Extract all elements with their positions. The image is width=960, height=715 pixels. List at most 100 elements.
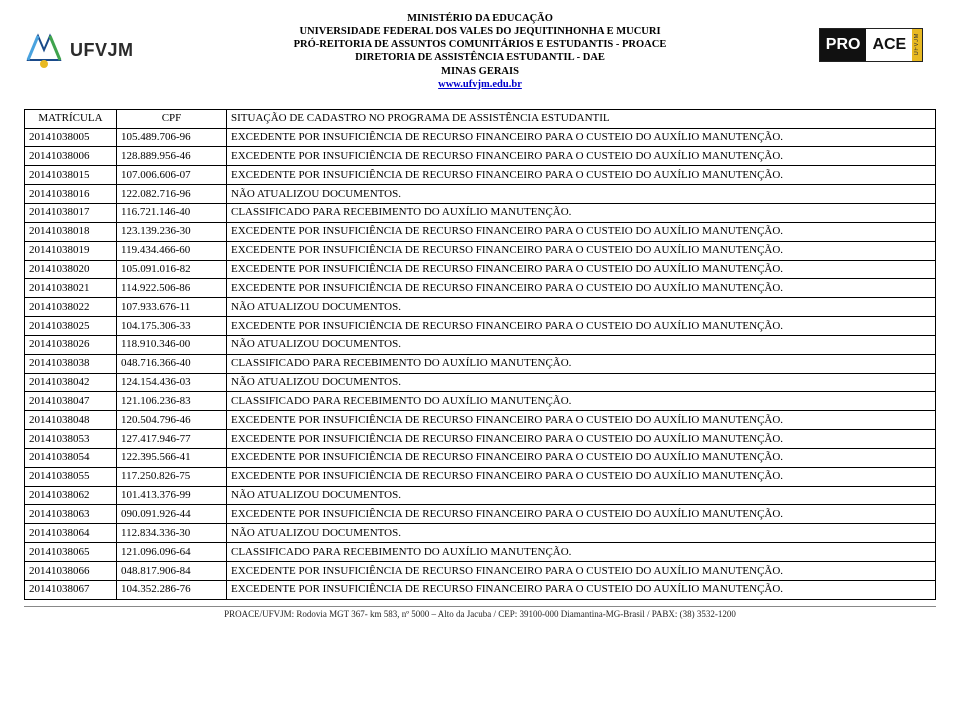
cell-matricula: 20141038016 <box>25 185 117 204</box>
cell-matricula: 20141038025 <box>25 317 117 336</box>
cell-cpf: 104.352.286-76 <box>117 580 227 599</box>
status-table: MATRÍCULA CPF SITUAÇÃO DE CADASTRO NO PR… <box>24 109 936 600</box>
table-row: 20141038066048.817.906-84EXCEDENTE POR I… <box>25 562 936 581</box>
cell-matricula: 20141038038 <box>25 354 117 373</box>
cell-situacao: EXCEDENTE POR INSUFICIÊNCIA DE RECURSO F… <box>227 562 936 581</box>
cell-matricula: 20141038018 <box>25 222 117 241</box>
col-header-situacao: SITUAÇÃO DE CADASTRO NO PROGRAMA DE ASSI… <box>227 109 936 128</box>
table-row: 20141038053127.417.946-77EXCEDENTE POR I… <box>25 430 936 449</box>
table-row: 20141038038048.716.366-40CLASSIFICADO PA… <box>25 354 936 373</box>
cell-cpf: 107.933.676-11 <box>117 298 227 317</box>
cell-cpf: 122.395.566-41 <box>117 448 227 467</box>
cell-cpf: 101.413.376-99 <box>117 486 227 505</box>
table-row: 20141038063090.091.926-44EXCEDENTE POR I… <box>25 505 936 524</box>
table-row: 20141038015107.006.606-07EXCEDENTE POR I… <box>25 166 936 185</box>
cell-cpf: 048.817.906-84 <box>117 562 227 581</box>
cell-situacao: NÃO ATUALIZOU DOCUMENTOS. <box>227 524 936 543</box>
cell-cpf: 119.434.466-60 <box>117 241 227 260</box>
cell-cpf: 120.504.796-46 <box>117 411 227 430</box>
cell-matricula: 20141038047 <box>25 392 117 411</box>
cell-cpf: 123.139.236-30 <box>117 222 227 241</box>
footer-text: PROACE/UFVJM: Rodovia MGT 367- km 583, n… <box>224 609 736 619</box>
table-row: 20141038020105.091.016-82EXCEDENTE POR I… <box>25 260 936 279</box>
logo-ufvjm: UFVJM <box>24 20 154 80</box>
proace-pro: PRO <box>820 29 867 61</box>
cell-cpf: 117.250.826-75 <box>117 467 227 486</box>
cell-situacao: CLASSIFICADO PARA RECEBIMENTO DO AUXÍLIO… <box>227 392 936 411</box>
header-line-2: UNIVERSIDADE FEDERAL DOS VALES DO JEQUIT… <box>154 25 806 38</box>
cell-cpf: 107.006.606-07 <box>117 166 227 185</box>
table-row: 20141038065121.096.096-64CLASSIFICADO PA… <box>25 543 936 562</box>
cell-situacao: EXCEDENTE POR INSUFICIÊNCIA DE RECURSO F… <box>227 505 936 524</box>
cell-situacao: NÃO ATUALIZOU DOCUMENTOS. <box>227 335 936 354</box>
cell-situacao: EXCEDENTE POR INSUFICIÊNCIA DE RECURSO F… <box>227 580 936 599</box>
cell-matricula: 20141038063 <box>25 505 117 524</box>
col-header-cpf: CPF <box>117 109 227 128</box>
table-row: 20141038018123.139.236-30EXCEDENTE POR I… <box>25 222 936 241</box>
header-titles: MINISTÉRIO DA EDUCAÇÃO UNIVERSIDADE FEDE… <box>154 12 806 91</box>
cell-matricula: 20141038055 <box>25 467 117 486</box>
logo-proace: PRO ACE UFVJM <box>806 22 936 67</box>
cell-cpf: 121.106.236-83 <box>117 392 227 411</box>
cell-cpf: 104.175.306-33 <box>117 317 227 336</box>
cell-matricula: 20141038005 <box>25 128 117 147</box>
proace-ace: ACE <box>866 29 912 61</box>
cell-situacao: NÃO ATUALIZOU DOCUMENTOS. <box>227 185 936 204</box>
header-line-1: MINISTÉRIO DA EDUCAÇÃO <box>154 12 806 25</box>
cell-matricula: 20141038015 <box>25 166 117 185</box>
cell-cpf: 114.922.506-86 <box>117 279 227 298</box>
proace-bar: UFVJM <box>912 29 922 61</box>
header-link[interactable]: www.ufvjm.edu.br <box>438 79 522 90</box>
col-header-matricula: MATRÍCULA <box>25 109 117 128</box>
cell-situacao: EXCEDENTE POR INSUFICIÊNCIA DE RECURSO F… <box>227 430 936 449</box>
cell-matricula: 20141038026 <box>25 335 117 354</box>
cell-cpf: 127.417.946-77 <box>117 430 227 449</box>
cell-cpf: 124.154.436-03 <box>117 373 227 392</box>
cell-matricula: 20141038048 <box>25 411 117 430</box>
header-line-5: MINAS GERAIS <box>154 65 806 78</box>
cell-matricula: 20141038006 <box>25 147 117 166</box>
cell-cpf: 112.834.336-30 <box>117 524 227 543</box>
table-row: 20141038062101.413.376-99NÃO ATUALIZOU D… <box>25 486 936 505</box>
cell-situacao: EXCEDENTE POR INSUFICIÊNCIA DE RECURSO F… <box>227 128 936 147</box>
table-row: 20141038005105.489.706-96EXCEDENTE POR I… <box>25 128 936 147</box>
cell-matricula: 20141038017 <box>25 203 117 222</box>
table-row: 20141038047121.106.236-83CLASSIFICADO PA… <box>25 392 936 411</box>
table-header-row: MATRÍCULA CPF SITUAÇÃO DE CADASTRO NO PR… <box>25 109 936 128</box>
header-line-3: PRÓ-REITORIA DE ASSUNTOS COMUNITÁRIOS E … <box>154 38 806 51</box>
cell-cpf: 122.082.716-96 <box>117 185 227 204</box>
logo-ufvjm-mark-icon <box>24 30 64 70</box>
cell-situacao: EXCEDENTE POR INSUFICIÊNCIA DE RECURSO F… <box>227 448 936 467</box>
cell-matricula: 20141038062 <box>25 486 117 505</box>
cell-situacao: EXCEDENTE POR INSUFICIÊNCIA DE RECURSO F… <box>227 166 936 185</box>
cell-matricula: 20141038065 <box>25 543 117 562</box>
table-row: 20141038006128.889.956-46EXCEDENTE POR I… <box>25 147 936 166</box>
table-row: 20141038054122.395.566-41EXCEDENTE POR I… <box>25 448 936 467</box>
cell-matricula: 20141038054 <box>25 448 117 467</box>
cell-cpf: 090.091.926-44 <box>117 505 227 524</box>
logo-ufvjm-text: UFVJM <box>70 40 134 61</box>
cell-situacao: NÃO ATUALIZOU DOCUMENTOS. <box>227 298 936 317</box>
cell-matricula: 20141038022 <box>25 298 117 317</box>
cell-cpf: 105.091.016-82 <box>117 260 227 279</box>
cell-situacao: EXCEDENTE POR INSUFICIÊNCIA DE RECURSO F… <box>227 241 936 260</box>
cell-situacao: NÃO ATUALIZOU DOCUMENTOS. <box>227 373 936 392</box>
cell-cpf: 116.721.146-40 <box>117 203 227 222</box>
cell-cpf: 105.489.706-96 <box>117 128 227 147</box>
cell-matricula: 20141038064 <box>25 524 117 543</box>
cell-situacao: NÃO ATUALIZOU DOCUMENTOS. <box>227 486 936 505</box>
cell-situacao: EXCEDENTE POR INSUFICIÊNCIA DE RECURSO F… <box>227 279 936 298</box>
cell-situacao: CLASSIFICADO PARA RECEBIMENTO DO AUXÍLIO… <box>227 354 936 373</box>
cell-matricula: 20141038042 <box>25 373 117 392</box>
page-footer: PROACE/UFVJM: Rodovia MGT 367- km 583, n… <box>24 606 936 619</box>
table-row: 20141038022107.933.676-11NÃO ATUALIZOU D… <box>25 298 936 317</box>
table-row: 20141038019119.434.466-60EXCEDENTE POR I… <box>25 241 936 260</box>
table-row: 20141038042124.154.436-03NÃO ATUALIZOU D… <box>25 373 936 392</box>
cell-situacao: EXCEDENTE POR INSUFICIÊNCIA DE RECURSO F… <box>227 260 936 279</box>
table-row: 20141038067104.352.286-76EXCEDENTE POR I… <box>25 580 936 599</box>
cell-cpf: 121.096.096-64 <box>117 543 227 562</box>
table-row: 20141038064112.834.336-30NÃO ATUALIZOU D… <box>25 524 936 543</box>
table-row: 20141038055117.250.826-75EXCEDENTE POR I… <box>25 467 936 486</box>
table-row: 20141038021114.922.506-86EXCEDENTE POR I… <box>25 279 936 298</box>
cell-situacao: EXCEDENTE POR INSUFICIÊNCIA DE RECURSO F… <box>227 411 936 430</box>
